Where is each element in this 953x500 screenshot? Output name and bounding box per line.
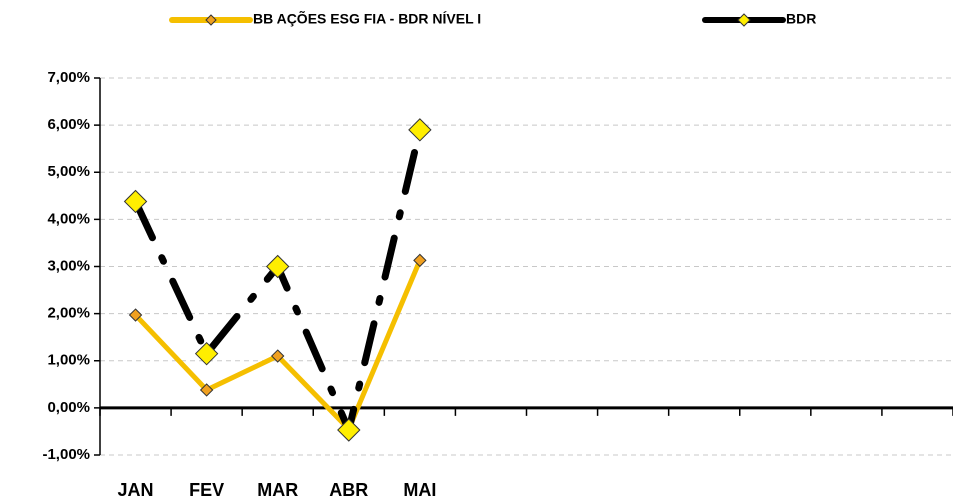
legend-label: BB AÇÕES ESG FIA - BDR NÍVEL I <box>253 10 481 27</box>
marker <box>128 308 143 322</box>
y-tick-label: 0,00% <box>47 399 90 416</box>
marker <box>123 189 148 214</box>
x-tick-label: FEV <box>189 480 224 500</box>
marker <box>199 383 214 397</box>
marker <box>266 254 290 279</box>
y-tick-label: 3,00% <box>47 257 90 274</box>
x-tick-label: JAN <box>118 480 154 500</box>
marker <box>408 118 432 142</box>
marker <box>194 341 219 366</box>
marker <box>271 349 285 363</box>
marker <box>337 418 361 442</box>
y-tick-label: 5,00% <box>47 163 90 180</box>
legend-marker <box>737 13 751 27</box>
y-tick-label: 2,00% <box>47 305 90 322</box>
legend-label: BDR <box>786 11 816 27</box>
marker <box>413 253 427 268</box>
x-tick-label: MAR <box>257 480 298 500</box>
y-tick-label: 6,00% <box>47 116 90 133</box>
legend-marker <box>205 14 217 26</box>
y-tick-label: -1,00% <box>42 446 90 463</box>
x-tick-label: MAI <box>403 480 436 500</box>
y-tick-label: 1,00% <box>47 352 90 369</box>
y-tick-label: 7,00% <box>47 69 90 86</box>
y-tick-label: 4,00% <box>47 210 90 227</box>
x-tick-label: ABR <box>329 480 368 500</box>
series-line <box>132 126 424 434</box>
